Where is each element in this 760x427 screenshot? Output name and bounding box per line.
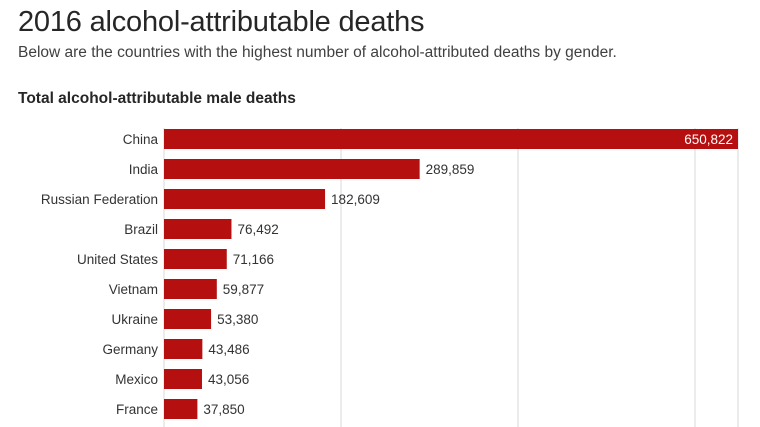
bar [164, 249, 227, 269]
data-label: 37,850 [203, 402, 244, 417]
data-label: 43,486 [208, 342, 249, 357]
category-label: Russian Federation [41, 192, 158, 207]
category-label: France [116, 402, 158, 417]
bar [164, 159, 420, 179]
category-label: United States [77, 252, 158, 267]
bar [164, 309, 212, 329]
bar [164, 219, 232, 239]
chart-title: Total alcohol-attributable male deaths [18, 90, 296, 107]
data-label: 53,380 [217, 312, 258, 327]
data-label: 289,859 [426, 162, 475, 177]
category-label: Vietnam [109, 282, 158, 297]
category-label: Germany [102, 342, 158, 357]
page-subtitle: Below are the countries with the highest… [18, 44, 617, 61]
bar [164, 189, 326, 209]
bar [164, 339, 203, 359]
data-label: 76,492 [237, 222, 278, 237]
bar [164, 369, 202, 389]
category-label: India [129, 162, 159, 177]
data-label: 71,166 [233, 252, 274, 267]
bar [164, 399, 198, 419]
page-title: 2016 alcohol-attributable deaths [18, 6, 425, 38]
category-label: Mexico [115, 372, 158, 387]
bar [164, 129, 738, 149]
data-label: 182,609 [331, 192, 380, 207]
data-label: 650,822 [684, 132, 733, 147]
category-label: China [123, 132, 159, 147]
bar [164, 279, 217, 299]
data-label: 59,877 [223, 282, 264, 297]
data-label: 43,056 [208, 372, 249, 387]
category-label: Brazil [124, 222, 158, 237]
category-label: Ukraine [111, 312, 158, 327]
